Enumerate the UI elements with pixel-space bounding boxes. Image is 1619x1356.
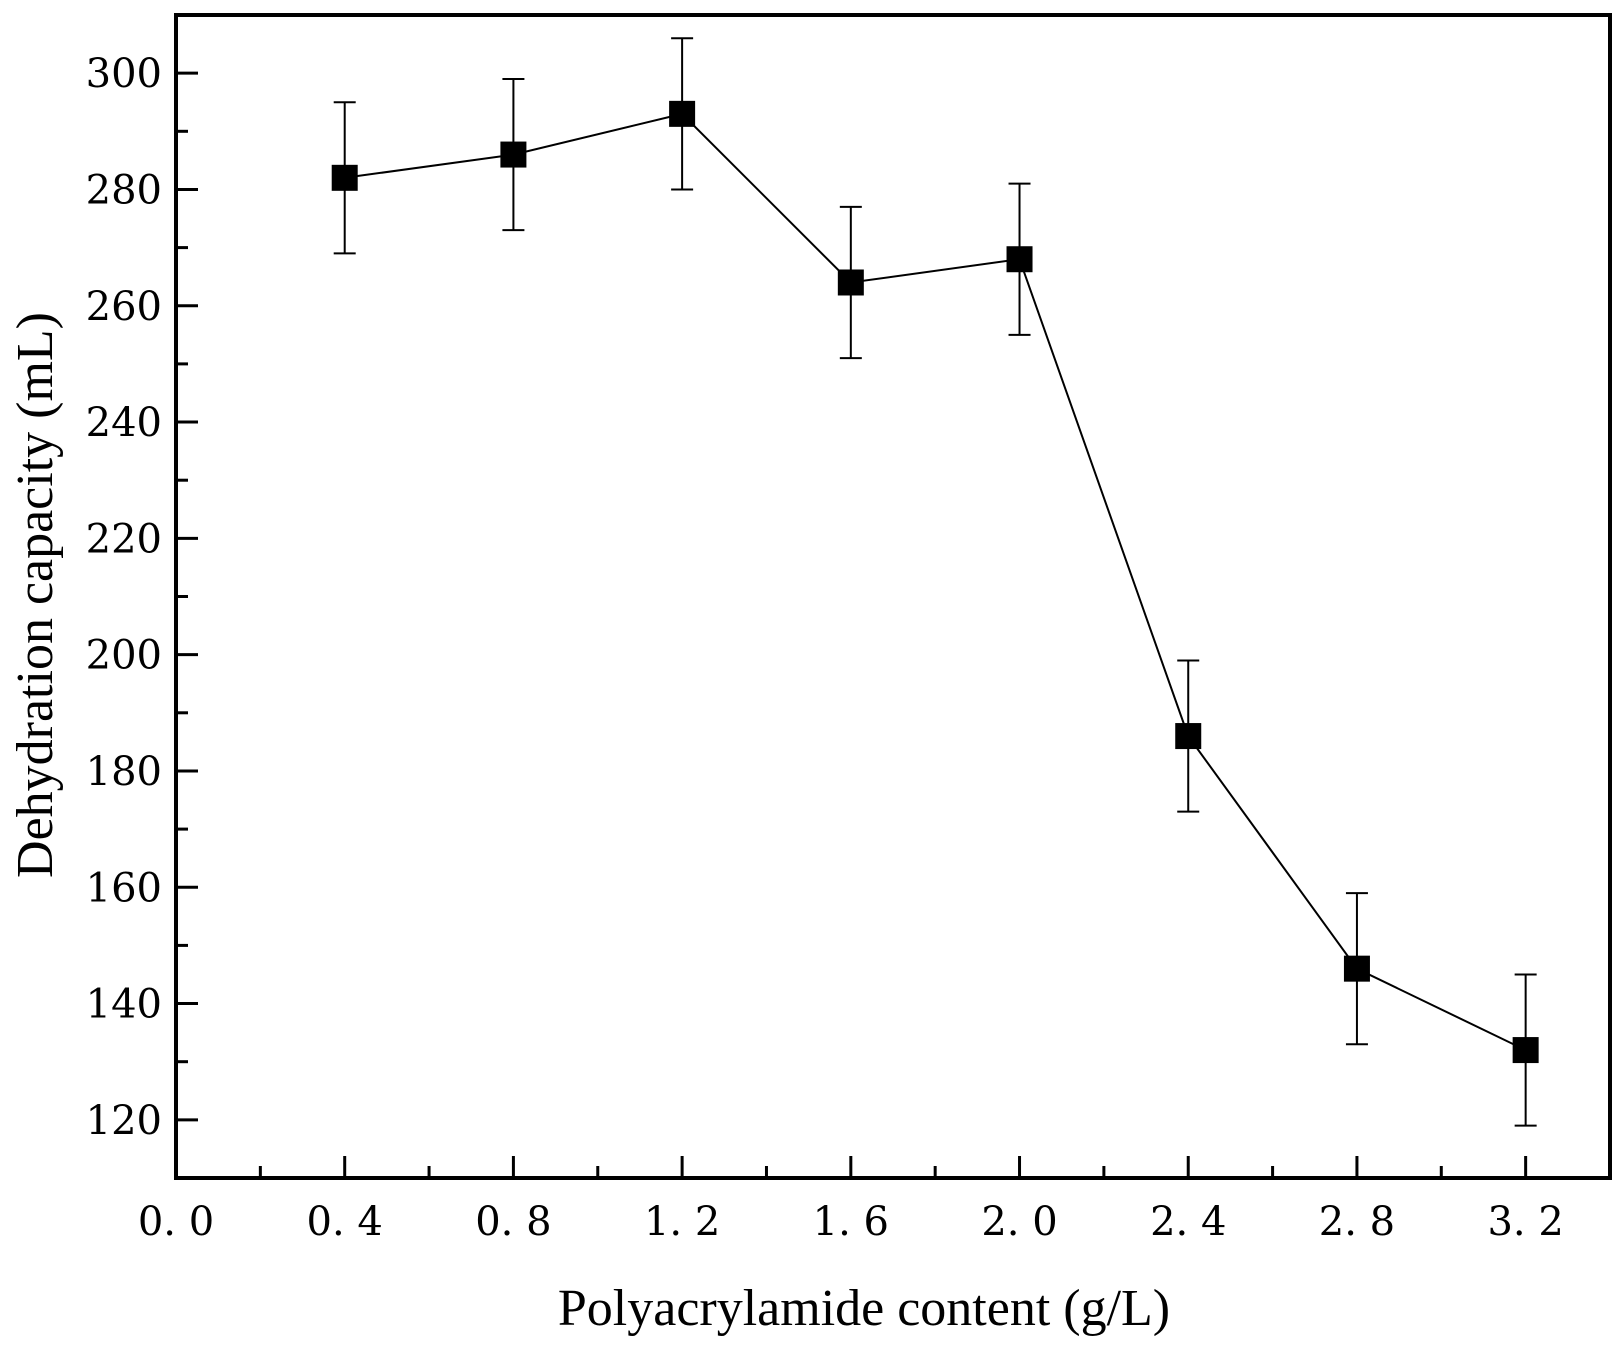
- axis-ticks: [174, 71, 1528, 1178]
- data-point: [1175, 723, 1202, 750]
- y-axis-label: Dehydration capacity (mL): [7, 312, 64, 878]
- x-tick-label: 0. 8: [475, 1199, 551, 1245]
- series-line: [344, 112, 1527, 1052]
- x-tick-label: 3. 2: [1487, 1199, 1563, 1245]
- y-tick-label: 220: [86, 516, 162, 562]
- data-point: [1006, 246, 1033, 273]
- y-tick-label: 200: [86, 633, 162, 679]
- y-tick-label: 280: [86, 167, 162, 213]
- y-tick-label: 120: [86, 1098, 162, 1144]
- y-tick-label: 240: [86, 400, 162, 446]
- data-point: [1512, 1037, 1539, 1064]
- x-tick-label: 1. 6: [813, 1199, 889, 1245]
- x-tick-label: 0. 4: [307, 1199, 383, 1245]
- tick-labels: 0. 0 0. 4 0. 8 1. 2 1. 6 2. 0 2. 4 2. 8 3. 2 120 1…: [86, 51, 1564, 1245]
- data-point: [669, 100, 696, 127]
- x-tick-label: 1. 2: [644, 1199, 720, 1245]
- x-tick-label: 2. 0: [981, 1199, 1057, 1245]
- data-point: [500, 141, 527, 168]
- plot-frame: [174, 13, 1612, 1180]
- y-tick-label: 300: [86, 51, 162, 97]
- series-layer: [331, 37, 1539, 1127]
- x-tick-label: 2. 8: [1319, 1199, 1395, 1245]
- data-point: [331, 164, 358, 191]
- x-axis-label: Polyacrylamide content (g/L): [558, 1280, 1170, 1337]
- data-point: [837, 269, 864, 296]
- data-point: [1343, 955, 1370, 982]
- x-tick-label: 0. 0: [138, 1199, 214, 1245]
- y-tick-label: 160: [86, 865, 162, 911]
- y-tick-label: 140: [86, 982, 162, 1028]
- x-tick-label: 2. 4: [1150, 1199, 1226, 1245]
- y-tick-label: 260: [86, 284, 162, 330]
- y-tick-label: 180: [86, 749, 162, 795]
